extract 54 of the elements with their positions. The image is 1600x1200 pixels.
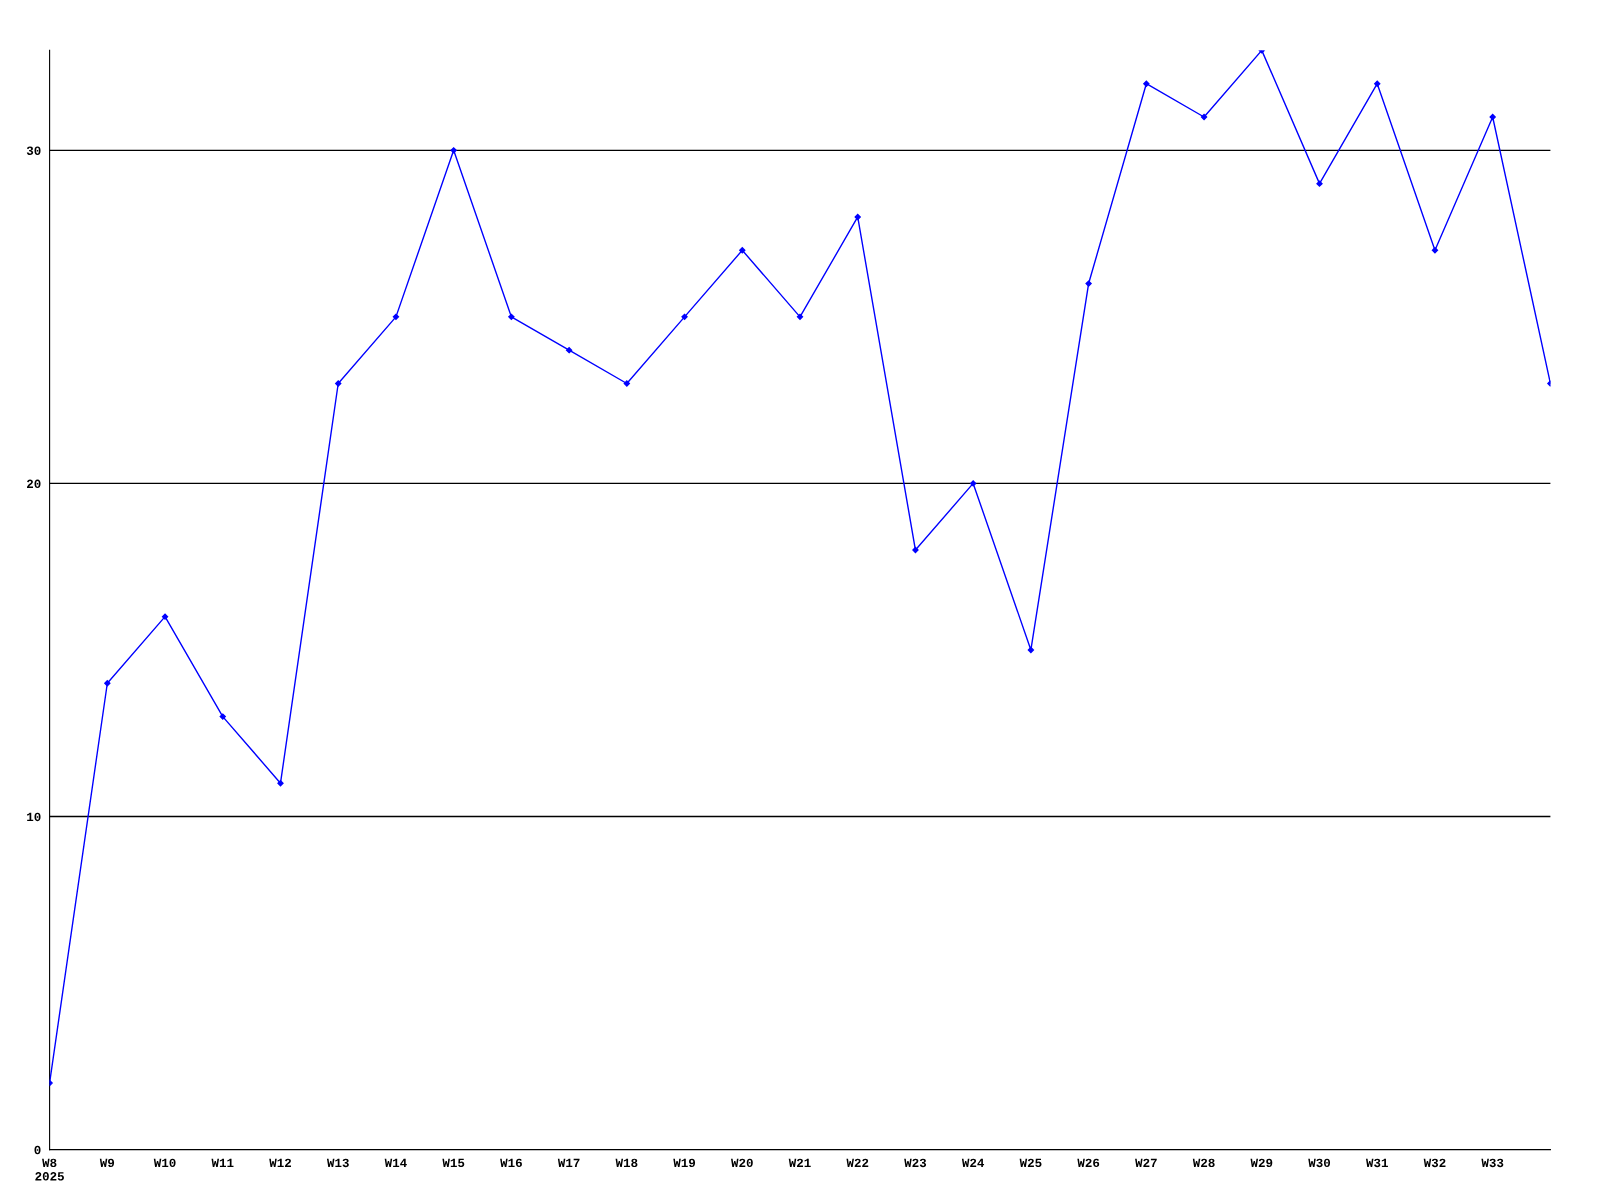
point	[970, 480, 977, 487]
x-tick-label: W16	[500, 1158, 522, 1168]
point	[1027, 646, 1035, 654]
point	[1200, 113, 1208, 121]
point	[335, 380, 342, 387]
point	[1085, 280, 1092, 287]
x-tick-label: W32	[1423, 1158, 1446, 1168]
x-tick-label: W22	[846, 1158, 869, 1167]
x-tick-label: W20	[731, 1158, 753, 1168]
x-tick-label: W18	[615, 1158, 638, 1168]
x-tick-label: W26	[1077, 1158, 1100, 1168]
x-tick-label: W25	[1019, 1158, 1042, 1168]
point	[219, 713, 226, 720]
x-tick-label: W14	[384, 1158, 407, 1167]
x-tick-label: W30	[1308, 1158, 1331, 1168]
x-tick-label: W8 2025	[35, 1158, 64, 1181]
x-tick-label: W21	[788, 1158, 811, 1167]
point	[392, 313, 400, 321]
point	[450, 147, 457, 154]
x-tick-label: W17	[557, 1158, 580, 1167]
x-tick-label: W29	[1250, 1158, 1273, 1168]
x-tick-label: W9	[99, 1158, 115, 1168]
point	[1431, 247, 1439, 254]
x-tick-label: W23	[904, 1158, 927, 1168]
point	[104, 680, 111, 687]
x-tick-label: W27	[1135, 1158, 1157, 1167]
x-tick-label: W19	[673, 1158, 696, 1168]
point	[1489, 113, 1496, 121]
point	[796, 313, 804, 321]
point	[681, 313, 688, 321]
x-tick-label: W31	[1365, 1158, 1388, 1168]
x-tick-label: W10	[153, 1158, 176, 1168]
x-tick-label: W28	[1192, 1158, 1215, 1168]
point	[277, 780, 284, 787]
point	[1143, 80, 1150, 87]
x-tick-label: W15	[442, 1158, 465, 1168]
x-tick-label: W24	[961, 1158, 985, 1167]
y-tick-label: 30	[26, 146, 41, 155]
y-tick-label: 20	[27, 479, 41, 489]
point	[1374, 80, 1381, 87]
point	[739, 247, 746, 254]
point	[508, 313, 515, 321]
y-tick-label: 0	[34, 1145, 41, 1155]
x-tick-label: W13	[326, 1158, 349, 1168]
point	[623, 380, 630, 387]
point	[854, 213, 861, 221]
y-tick-label: 10	[27, 812, 41, 822]
x-tick-label: W33	[1481, 1158, 1504, 1168]
x-tick-label: W11	[211, 1158, 234, 1167]
point	[161, 613, 169, 620]
point	[912, 546, 919, 554]
point	[565, 347, 573, 354]
point	[1316, 180, 1323, 187]
x-tick-label: W12	[269, 1158, 292, 1167]
